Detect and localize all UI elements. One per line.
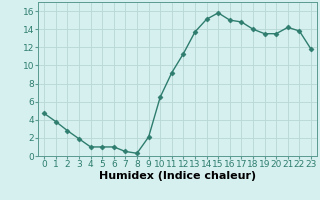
X-axis label: Humidex (Indice chaleur): Humidex (Indice chaleur) [99, 171, 256, 181]
